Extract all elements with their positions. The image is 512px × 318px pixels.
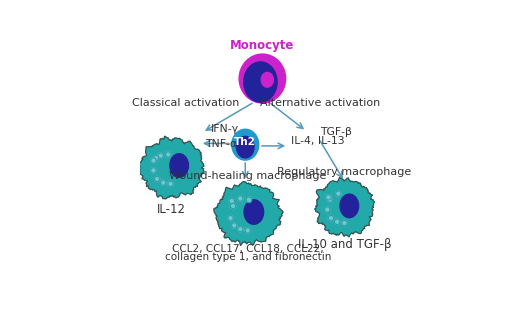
Circle shape <box>155 176 160 182</box>
Ellipse shape <box>170 154 188 177</box>
Text: Th2: Th2 <box>234 137 256 147</box>
Ellipse shape <box>340 194 358 218</box>
Circle shape <box>246 197 251 203</box>
Circle shape <box>335 191 341 196</box>
Text: IL-10 and TGF-β: IL-10 and TGF-β <box>297 238 391 252</box>
Text: CCL2, CCL17, CCL18, CCL22,: CCL2, CCL17, CCL18, CCL22, <box>172 244 324 254</box>
Circle shape <box>326 195 331 200</box>
Ellipse shape <box>244 200 264 224</box>
Circle shape <box>153 156 159 161</box>
Ellipse shape <box>237 136 254 158</box>
Polygon shape <box>214 182 283 245</box>
Circle shape <box>342 220 347 226</box>
Circle shape <box>327 197 332 203</box>
Ellipse shape <box>261 73 273 87</box>
Text: IFN-γ: IFN-γ <box>210 124 239 134</box>
Ellipse shape <box>232 129 259 160</box>
Text: IL-12: IL-12 <box>157 203 186 216</box>
Circle shape <box>334 219 340 225</box>
Text: Wound-healing macrophage: Wound-healing macrophage <box>169 171 326 181</box>
Polygon shape <box>138 136 204 199</box>
Text: TGF-β: TGF-β <box>320 127 352 137</box>
Circle shape <box>228 215 233 221</box>
Circle shape <box>151 158 156 163</box>
Circle shape <box>231 223 237 228</box>
Ellipse shape <box>244 62 277 102</box>
Text: IL-4, IL-13: IL-4, IL-13 <box>290 135 344 146</box>
Circle shape <box>325 207 330 212</box>
Circle shape <box>158 153 163 158</box>
Circle shape <box>168 181 173 187</box>
Circle shape <box>229 198 234 204</box>
Circle shape <box>230 203 236 209</box>
Text: TNF-α: TNF-α <box>205 139 237 149</box>
Circle shape <box>238 196 243 201</box>
Text: Monocyte: Monocyte <box>230 39 294 52</box>
Circle shape <box>161 180 166 185</box>
Text: Regulatory macrophage: Regulatory macrophage <box>278 167 412 176</box>
Circle shape <box>328 215 334 221</box>
Ellipse shape <box>239 54 286 103</box>
Circle shape <box>165 152 171 157</box>
Circle shape <box>151 168 156 173</box>
Text: Classical activation: Classical activation <box>132 98 239 108</box>
Text: collagen type 1, and fibronectin: collagen type 1, and fibronectin <box>164 252 331 262</box>
Text: Alternative activation: Alternative activation <box>260 98 380 108</box>
Polygon shape <box>315 177 374 237</box>
Circle shape <box>238 226 243 232</box>
Circle shape <box>245 228 250 233</box>
